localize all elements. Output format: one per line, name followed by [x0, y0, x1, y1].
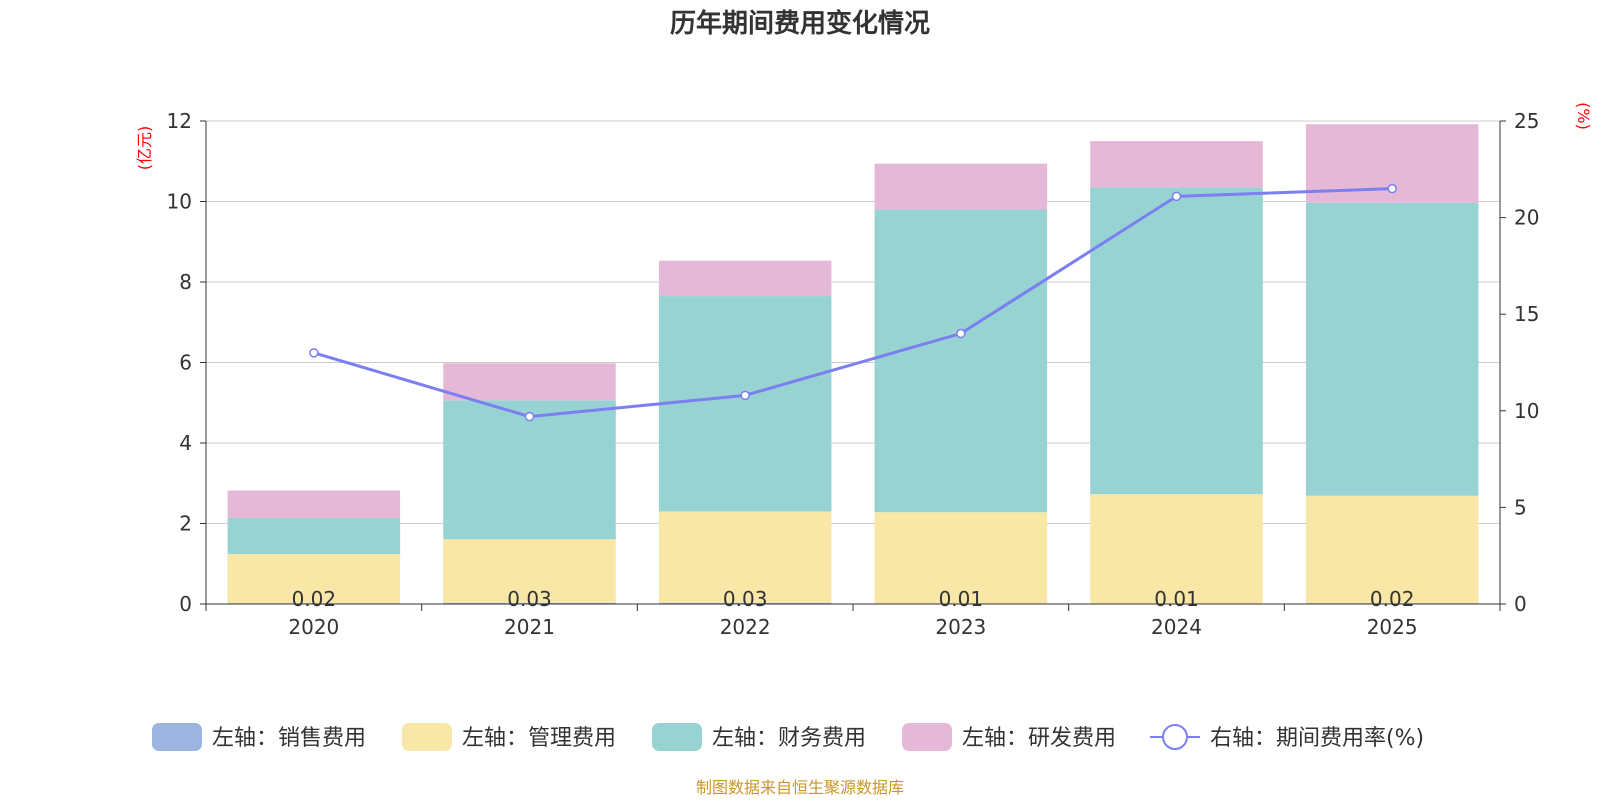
- legend-label: 左轴：研发费用: [962, 726, 1116, 751]
- bar-segment-2023-s2: [874, 209, 1048, 513]
- bar-segment-2022-s0: [658, 602, 832, 604]
- legend-swatch: [902, 723, 952, 751]
- sales-value-label: 0.02: [1370, 587, 1415, 611]
- bar-segment-2024-s1: [1090, 494, 1263, 604]
- sales-value-label: 0.03: [507, 587, 552, 611]
- grid-lines: [206, 120, 1500, 524]
- rate-point: [1387, 183, 1397, 194]
- sales-value-label: 0.02: [292, 587, 337, 611]
- right-tick-label: 25: [1514, 109, 1539, 133]
- bar-segment-2024-s3: [1090, 141, 1263, 188]
- bar-segment-2025-s2: [1305, 202, 1479, 496]
- bar-segment-2021-s1: [443, 539, 616, 603]
- legend: 左轴：销售费用 左轴：管理费用 左轴：财务费用 左轴：研发费用 右轴：期间费用率(%): [152, 723, 1424, 751]
- left-tick-label: 2: [179, 512, 192, 536]
- value-labels: 0.02 0.03 0.03 0.01 0.01 0.02: [292, 587, 1415, 611]
- x-tick-label: 2020: [288, 615, 339, 639]
- legend-swatch: [152, 723, 202, 751]
- bar-segment-2021-s3: [443, 363, 616, 401]
- rate-polyline: [313, 187, 1393, 419]
- legend-label: 左轴：管理费用: [462, 726, 616, 751]
- bar-segment-2021-s0: [443, 602, 616, 604]
- bar-segment-2023-s3: [874, 163, 1048, 210]
- rate-point: [309, 348, 319, 358]
- left-tick-label: 12: [167, 109, 192, 133]
- rate-point: [956, 328, 966, 339]
- rate-point: [524, 411, 535, 422]
- x-tick-label: 2024: [1151, 615, 1202, 639]
- legend-label: 左轴：销售费用: [212, 726, 366, 751]
- source-note: 制图数据来自恒生聚源数据库: [696, 778, 904, 797]
- x-tick-label: 2025: [1367, 615, 1418, 639]
- legend-label: 左轴：财务费用: [712, 726, 866, 751]
- legend-swatch: [402, 723, 452, 751]
- bar-segment-2021-s2: [443, 400, 616, 540]
- bar-segment-2020-s3: [227, 490, 401, 518]
- bar-segment-2024-s2: [1090, 187, 1263, 495]
- right-tick-label: 15: [1514, 302, 1539, 326]
- legend-marker-icon: [1162, 724, 1188, 750]
- left-tick-label: 4: [179, 431, 192, 455]
- right-tick-label: 0: [1514, 592, 1527, 616]
- left-tick-label: 8: [179, 270, 192, 294]
- left-tick-label: 10: [167, 190, 192, 214]
- rate-point: [740, 390, 750, 401]
- bar-segment-2023-s1: [874, 512, 1048, 604]
- bars: [227, 124, 1479, 604]
- bar-segment-2022-s3: [658, 260, 832, 297]
- legend-label: 右轴：期间费用率(%): [1210, 726, 1424, 751]
- x-tick-label: 2023: [935, 615, 986, 639]
- chart-title: 历年期间费用变化情况: [670, 8, 930, 39]
- sales-value-label: 0.01: [1154, 587, 1199, 611]
- left-axis-unit: (亿元): [135, 126, 154, 171]
- right-tick-label: 5: [1514, 495, 1527, 519]
- bar-segment-2022-s1: [658, 511, 832, 603]
- bar-segment-2020-s1: [227, 554, 401, 604]
- sales-value-label: 0.03: [723, 587, 768, 611]
- bar-segment-2020-s2: [227, 517, 401, 555]
- right-tick-label: 10: [1514, 399, 1539, 423]
- rate-line: [309, 183, 1397, 422]
- legend-swatch: [652, 723, 702, 751]
- right-axis-unit: (%): [1574, 102, 1593, 130]
- bar-segment-2022-s2: [658, 296, 832, 512]
- bar-segment-2025-s1: [1305, 495, 1479, 604]
- x-tick-label: 2022: [720, 615, 771, 639]
- sales-value-label: 0.01: [939, 587, 984, 611]
- left-tick-label: 0: [179, 592, 192, 616]
- rate-point: [1171, 191, 1182, 202]
- right-tick-label: 20: [1514, 206, 1539, 230]
- x-tick-label: 2021: [504, 615, 555, 639]
- left-tick-label: 6: [179, 351, 192, 375]
